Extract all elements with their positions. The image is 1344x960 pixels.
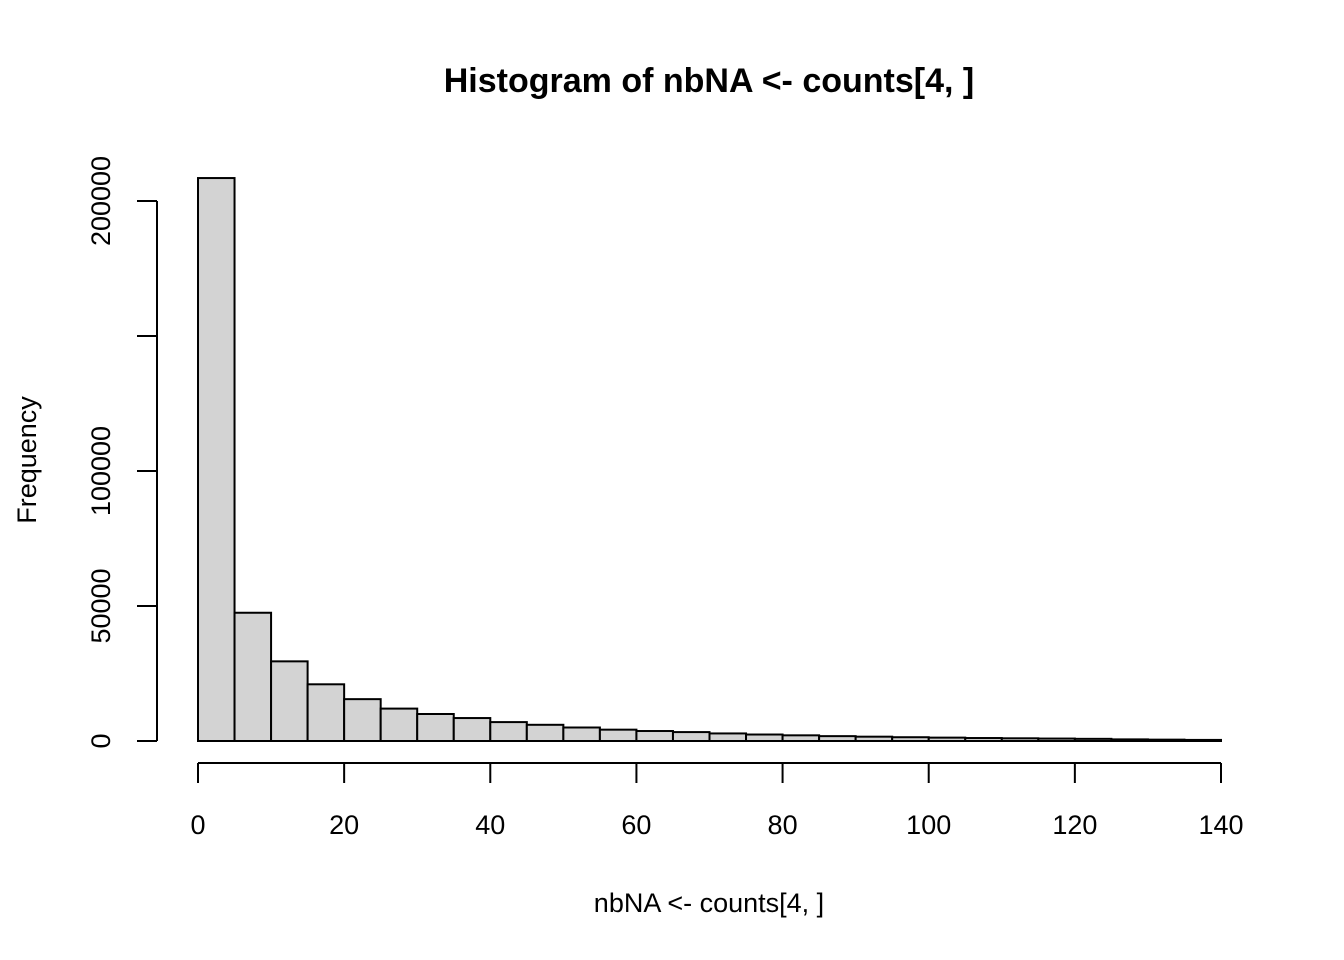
histogram-bar <box>197 177 236 743</box>
histogram-bar <box>927 736 967 742</box>
histogram-bar <box>1183 738 1222 742</box>
histogram-bar <box>1073 737 1113 743</box>
histogram-bar <box>891 736 930 742</box>
x-tick-label: 100 <box>906 810 951 840</box>
histogram-bar <box>1000 737 1040 742</box>
histogram-bar <box>452 717 492 742</box>
x-tick-label: 120 <box>1052 810 1097 840</box>
y-tick-label: 50000 <box>86 568 116 643</box>
histogram-bar <box>1110 738 1149 743</box>
chart-title: Histogram of nbNA <- counts[4, ] <box>444 62 974 100</box>
histogram-bar <box>1146 738 1186 743</box>
x-axis-label: nbNA <- counts[4, ] <box>594 888 824 918</box>
x-tick-label: 40 <box>475 810 505 840</box>
x-tick-label: 80 <box>768 810 798 840</box>
histogram-bar <box>1037 737 1076 743</box>
x-axis: 0 20 40 60 80 100 120 140 <box>190 762 1244 840</box>
histogram-bar <box>233 611 273 742</box>
histogram-bar <box>525 723 565 742</box>
histogram-bar <box>379 707 419 742</box>
histogram-bar <box>489 721 528 742</box>
y-axis-label: Frequency <box>12 396 42 524</box>
y-tick-label: 100000 <box>86 426 116 516</box>
x-tick-label: 60 <box>621 810 651 840</box>
histogram-bar <box>781 734 821 743</box>
histogram-bar <box>270 660 309 742</box>
x-tick-label: 0 <box>190 810 205 840</box>
bars-group <box>197 177 1222 743</box>
histogram-bar <box>708 732 748 743</box>
histogram-bar <box>416 713 455 742</box>
histogram-bar <box>671 731 711 743</box>
histogram-bar <box>745 733 784 743</box>
histogram-bar <box>562 726 601 742</box>
histogram-bar <box>818 735 857 743</box>
histogram-bar <box>343 698 382 743</box>
histogram-bar <box>598 728 638 742</box>
y-tick-label: 0 <box>86 733 116 748</box>
y-tick-label: 200000 <box>86 156 116 246</box>
y-axis: 0 50000 100000 200000 <box>86 156 158 749</box>
x-tick-label: 20 <box>329 810 359 840</box>
x-tick-label: 140 <box>1198 810 1243 840</box>
histogram-bar <box>306 683 346 742</box>
histogram-bar <box>635 730 674 743</box>
histogram-bar <box>964 737 1003 743</box>
histogram-bar <box>854 735 894 742</box>
